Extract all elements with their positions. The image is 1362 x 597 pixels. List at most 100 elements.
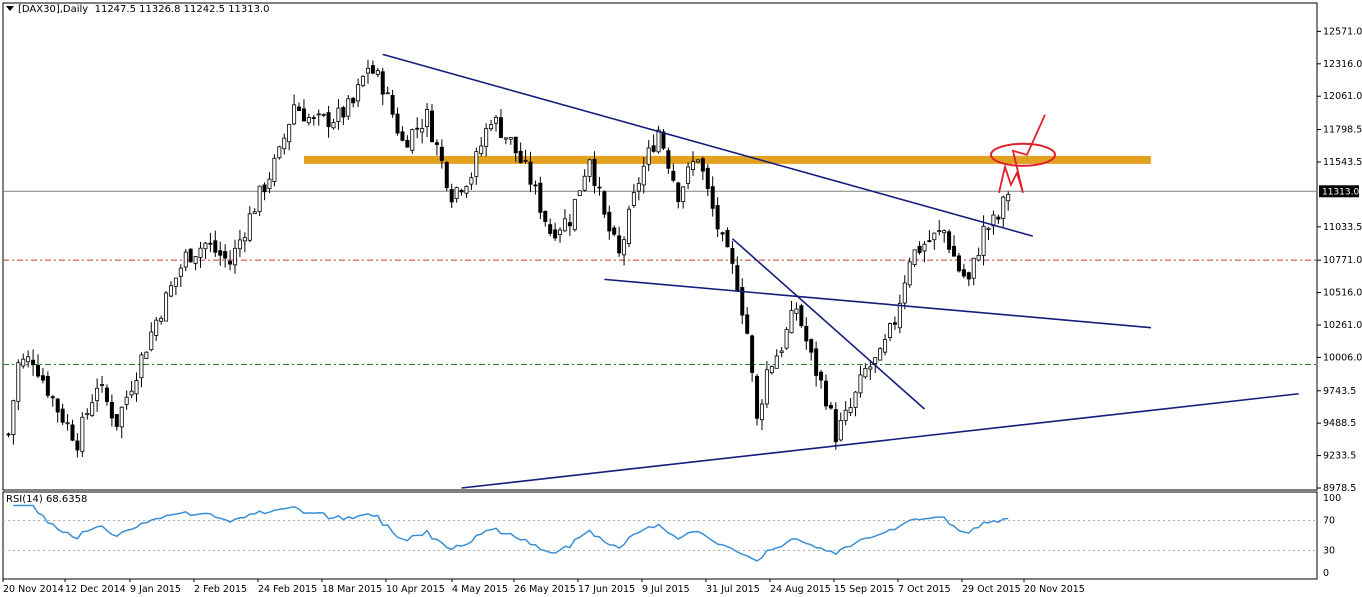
price-tick-label: 11543.5 bbox=[1323, 157, 1362, 168]
candle-body bbox=[444, 162, 449, 188]
rsi-label: RSI(14) 68.6358 bbox=[6, 494, 88, 505]
candle-body bbox=[809, 339, 814, 353]
candle-body bbox=[592, 158, 597, 186]
candle-body bbox=[297, 106, 302, 112]
candle-body bbox=[26, 356, 31, 363]
candle-body bbox=[346, 98, 351, 117]
candle-body bbox=[567, 222, 572, 227]
candle-body bbox=[553, 229, 558, 239]
candle-body bbox=[242, 237, 247, 242]
candle-body bbox=[562, 218, 567, 232]
candle-body bbox=[833, 409, 838, 443]
candle-body bbox=[267, 178, 272, 190]
resistance-band bbox=[303, 155, 1152, 164]
candle-body bbox=[764, 369, 769, 405]
candle-body bbox=[341, 107, 346, 118]
time-tick-label: 24 Feb 2015 bbox=[258, 584, 317, 595]
candle-body bbox=[986, 227, 991, 230]
chart-title: [DAX30],Daily 11247.5 11326.8 11242.5 11… bbox=[6, 4, 270, 15]
candle-body bbox=[159, 317, 164, 322]
candle-body bbox=[213, 240, 218, 253]
candle-body bbox=[937, 230, 942, 232]
candle-body bbox=[814, 348, 819, 376]
dropdown-triangle-icon[interactable] bbox=[6, 6, 14, 11]
candle-body bbox=[897, 302, 902, 329]
candle-body bbox=[819, 371, 824, 381]
candle-body bbox=[774, 355, 779, 369]
time-tick-label: 7 Oct 2015 bbox=[898, 584, 951, 595]
price-tick-label: 10006.0 bbox=[1323, 352, 1362, 363]
candle-body bbox=[70, 424, 75, 441]
time-tick-label: 17 Jun 2015 bbox=[578, 584, 635, 595]
candle-body bbox=[55, 398, 60, 413]
price-tick-label: 12061.0 bbox=[1323, 91, 1362, 102]
last-price-box bbox=[1319, 185, 1359, 198]
candle-body bbox=[612, 227, 617, 235]
time-tick-label: 26 May 2015 bbox=[514, 584, 576, 595]
candle-body bbox=[779, 350, 784, 354]
candle-body bbox=[868, 366, 873, 370]
candle-body bbox=[661, 131, 666, 149]
candle-body bbox=[966, 272, 971, 280]
candle-body bbox=[134, 380, 139, 395]
candle-body bbox=[292, 104, 297, 125]
candle-body bbox=[922, 243, 927, 252]
candle-body bbox=[961, 269, 966, 277]
candle-body bbox=[996, 216, 1001, 220]
price-tick-label: 10516.0 bbox=[1323, 288, 1362, 299]
candle-body bbox=[395, 113, 400, 134]
candle-body bbox=[410, 129, 415, 151]
candle-body bbox=[252, 211, 257, 215]
candle-body bbox=[942, 230, 947, 234]
rsi-tick-label: 100 bbox=[1323, 493, 1341, 504]
candle-body bbox=[1006, 193, 1011, 202]
chart-frame bbox=[2, 2, 1318, 580]
candle-body bbox=[622, 239, 627, 256]
candle-body bbox=[218, 250, 223, 256]
candle-body bbox=[282, 137, 287, 150]
candle-body bbox=[700, 158, 705, 172]
candle-body bbox=[351, 97, 356, 104]
candle-body bbox=[321, 113, 326, 116]
trendlines bbox=[382, 53, 1299, 489]
candle-body bbox=[784, 329, 789, 349]
candle-body bbox=[16, 362, 21, 402]
candle-body bbox=[316, 113, 321, 116]
candle-body bbox=[60, 408, 65, 423]
candle-body bbox=[228, 260, 233, 265]
candle-body bbox=[385, 92, 390, 95]
time-tick-label: 29 Oct 2015 bbox=[962, 584, 1021, 595]
candle-body bbox=[587, 159, 592, 177]
candle-body bbox=[449, 189, 454, 203]
time-tick-label: 9 Jan 2015 bbox=[130, 584, 181, 595]
candle-body bbox=[858, 374, 863, 394]
rsi-tick-label: 70 bbox=[1323, 516, 1335, 527]
candle-body bbox=[247, 213, 252, 241]
candle-body bbox=[257, 185, 262, 213]
target-annotation bbox=[989, 114, 1056, 194]
price-axis: 12571.0 12316.0 12061.0 11798.5 11543.5 11033… bbox=[1317, 26, 1362, 494]
candle-body bbox=[681, 186, 686, 202]
candle-body bbox=[794, 308, 799, 314]
candle-body bbox=[582, 175, 587, 191]
last-price-label: 11313.0 bbox=[1322, 187, 1359, 197]
candle-body bbox=[45, 376, 50, 396]
candle-body bbox=[114, 414, 119, 427]
candle-body bbox=[907, 261, 912, 286]
price-tick-label: 10261.0 bbox=[1323, 320, 1362, 331]
candle-body bbox=[804, 325, 809, 342]
rsi-line bbox=[13, 504, 1009, 562]
candle-body bbox=[888, 323, 893, 338]
candle-body bbox=[671, 170, 676, 181]
candle-body bbox=[233, 247, 238, 266]
candle-body bbox=[454, 187, 459, 199]
time-axis: 20 Nov 2014 12 Dec 2014 9 Jan 2015 2 Feb 20… bbox=[2, 579, 1085, 595]
candle-body bbox=[686, 166, 691, 184]
candle-body bbox=[558, 229, 563, 235]
candle-body bbox=[602, 191, 607, 215]
horizontal-lines bbox=[3, 190, 1317, 366]
candle-body bbox=[508, 137, 513, 140]
candle-body bbox=[129, 390, 134, 396]
candle-body bbox=[287, 123, 292, 143]
candle-body bbox=[656, 129, 661, 153]
